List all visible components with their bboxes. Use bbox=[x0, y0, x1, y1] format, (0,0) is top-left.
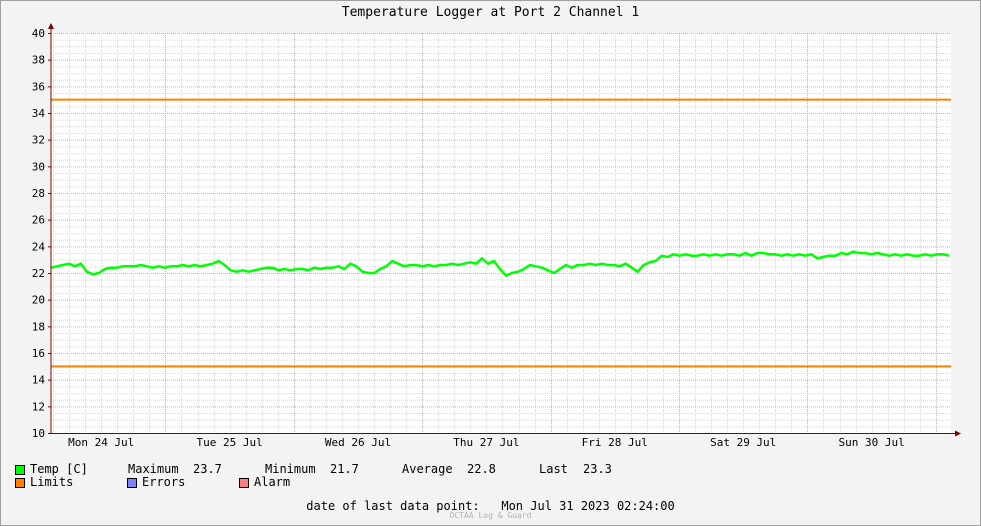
stat-last-value: 23.3 bbox=[583, 462, 612, 476]
stat-last-label: Last bbox=[539, 462, 568, 476]
legend-swatch-limits bbox=[15, 478, 25, 488]
y-tick-label: 38 bbox=[32, 54, 45, 67]
y-tick-label: 14 bbox=[32, 374, 46, 387]
y-tick-label: 20 bbox=[32, 294, 45, 307]
y-tick-label: 30 bbox=[32, 160, 45, 173]
stat-average-value: 22.8 bbox=[467, 462, 496, 476]
legend-swatch-errors bbox=[127, 478, 137, 488]
legend-errors: Errors bbox=[142, 475, 186, 489]
y-tick-label: 22 bbox=[32, 267, 45, 280]
stat-minimum-value: 21.7 bbox=[330, 462, 359, 476]
stat-minimum-label: Minimum bbox=[265, 462, 316, 476]
last-data-point-value: Mon Jul 31 2023 02:24:00 bbox=[501, 499, 675, 513]
legend-limits: Limits bbox=[30, 475, 74, 489]
watermark: OCTAA Log & Guard bbox=[449, 511, 532, 520]
x-tick-label: Wed 26 Jul bbox=[325, 436, 391, 449]
legend-alarm: Alarm bbox=[254, 475, 291, 489]
stat-maximum-label: Maximum bbox=[128, 462, 179, 476]
x-tick-label: Fri 28 Jul bbox=[582, 436, 648, 449]
y-tick-label: 16 bbox=[32, 347, 45, 360]
y-tick-label: 24 bbox=[32, 240, 46, 253]
legend-swatch-temp bbox=[15, 465, 25, 475]
y-tick-label: 18 bbox=[32, 320, 45, 333]
y-tick-label: 32 bbox=[32, 134, 45, 147]
x-tick-label: Thu 27 Jul bbox=[453, 436, 519, 449]
legend-temp: Temp [C] bbox=[30, 462, 88, 476]
y-tick-label: 10 bbox=[32, 427, 45, 440]
stat-average-label: Average bbox=[402, 462, 453, 476]
y-tick-label: 26 bbox=[32, 214, 45, 227]
x-tick-label: Sat 29 Jul bbox=[710, 436, 776, 449]
temp-series-line bbox=[50, 250, 950, 277]
y-axis-arrow bbox=[48, 23, 54, 29]
y-tick-label: 12 bbox=[32, 400, 45, 413]
last-data-point: date of last data point: Mon Jul 31 2023… bbox=[0, 499, 981, 513]
y-tick-label: 40 bbox=[32, 27, 45, 40]
y-tick-label: 28 bbox=[32, 187, 45, 200]
x-tick-label: Tue 25 Jul bbox=[196, 436, 262, 449]
last-data-point-label: date of last data point: bbox=[306, 499, 480, 513]
x-tick-label: Sun 30 Jul bbox=[838, 436, 904, 449]
x-tick-label: Mon 24 Jul bbox=[68, 436, 134, 449]
chart-title: Temperature Logger at Port 2 Channel 1 bbox=[341, 5, 640, 20]
x-axis-arrow bbox=[955, 430, 961, 437]
y-tick-label: 34 bbox=[32, 107, 46, 120]
stat-maximum-value: 23.7 bbox=[193, 462, 222, 476]
y-tick-label: 36 bbox=[32, 80, 45, 93]
legend-swatch-alarm bbox=[239, 478, 249, 488]
